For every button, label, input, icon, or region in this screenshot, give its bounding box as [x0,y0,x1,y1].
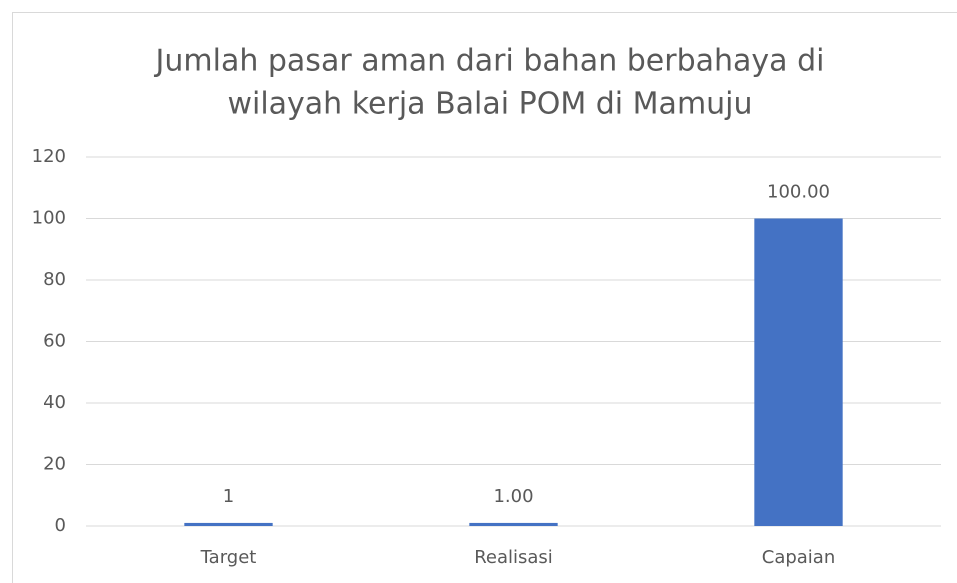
bar [469,522,558,526]
bar [184,522,273,526]
x-tick-label: Target [200,547,257,568]
x-tick-label: Realisasi [474,547,553,568]
y-tick-label: 100 [32,208,66,229]
chart-title: Jumlah pasar aman dari bahan berbahaya d… [154,44,825,79]
y-tick-label: 20 [43,454,66,475]
y-tick-label: 120 [32,146,66,167]
data-label: 1 [223,486,234,507]
bar [754,218,843,526]
chart-title: wilayah kerja Balai POM di Mamuju [227,87,752,122]
y-tick-label: 40 [43,392,66,413]
data-label: 100.00 [767,182,830,203]
y-tick-label: 80 [43,269,66,290]
data-label: 1.00 [493,486,533,507]
y-tick-label: 60 [43,331,66,352]
x-tick-label: Capaian [762,547,836,568]
y-tick-label: 0 [55,515,66,536]
